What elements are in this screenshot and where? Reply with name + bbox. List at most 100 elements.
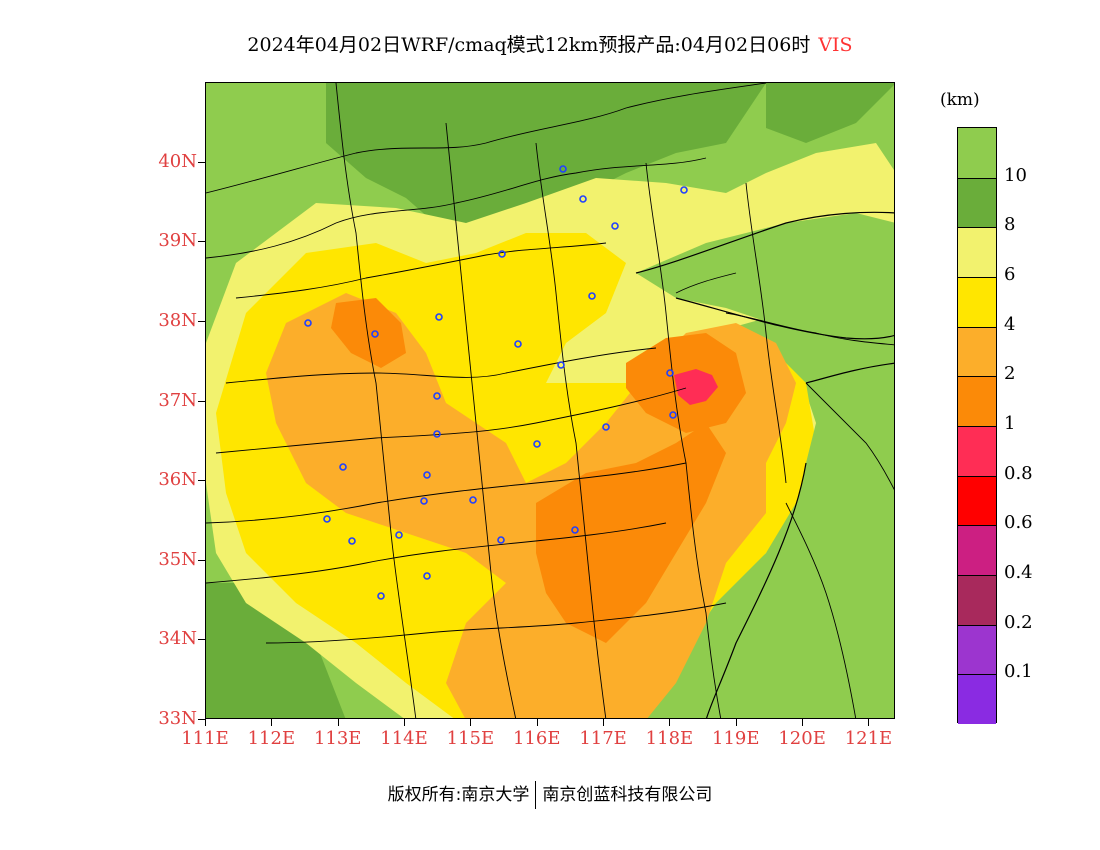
lon-tick <box>868 719 870 726</box>
colorbar-label: 2 <box>1004 363 1016 385</box>
lat-tick <box>198 400 205 402</box>
footer-left: 版权所有:南京大学 <box>387 785 530 805</box>
lon-label-115E: 115E <box>446 728 495 749</box>
colorbar-label: 0.6 <box>1004 512 1033 534</box>
city-station-marker <box>498 250 506 258</box>
field-1-2-w <box>331 298 406 368</box>
city-station-marker <box>433 392 441 400</box>
lat-label-36N: 36N <box>158 469 197 491</box>
lat-tick <box>198 241 205 243</box>
colorbar-label: 1 <box>1004 413 1016 434</box>
title-variable: VIS <box>818 34 853 56</box>
city-station-marker <box>469 496 477 504</box>
colorbar-label: 10 <box>1004 164 1027 186</box>
title-main: 2024年04月02日WRF/cmaq模式12km预报产品:04月02日06时 <box>247 34 811 56</box>
chart-title: 2024年04月02日WRF/cmaq模式12km预报产品:04月02日06时 V… <box>0 30 1100 57</box>
field-8-10-sw <box>206 583 346 718</box>
colorbar-swatch <box>958 674 996 724</box>
colorbar-swatch <box>958 326 996 377</box>
visibility-map <box>205 82 895 719</box>
colorbar-swatch <box>958 177 996 228</box>
lon-tick <box>536 719 538 726</box>
map-canvas <box>206 83 894 718</box>
lon-label-118E: 118E <box>645 728 694 749</box>
sea-bohai <box>636 213 894 338</box>
colorbar-legend <box>957 127 997 724</box>
colorbar-swatch <box>958 624 996 675</box>
lat-tick <box>198 559 205 561</box>
city-station-marker <box>435 313 443 321</box>
city-station-marker <box>588 292 596 300</box>
lon-label-121E: 121E <box>844 728 893 749</box>
city-station-marker <box>571 526 579 534</box>
lat-tick <box>198 639 205 641</box>
lon-tick <box>271 719 273 726</box>
city-station-marker <box>348 537 356 545</box>
lon-tick <box>470 719 472 726</box>
colorbar-swatch <box>958 575 996 625</box>
city-station-marker <box>557 361 565 369</box>
city-station-marker <box>514 340 522 348</box>
footer-right: 南京创蓝科技有限公司 <box>542 785 713 805</box>
colorbar-swatch <box>958 277 996 327</box>
lon-tick <box>205 719 206 726</box>
colorbar-label: 0.8 <box>1004 462 1033 484</box>
lon-label-112E: 112E <box>247 728 296 749</box>
city-station-marker <box>602 423 610 431</box>
lon-label-120E: 120E <box>778 728 826 749</box>
boundary-lines <box>206 83 894 718</box>
city-station-marker <box>420 497 428 505</box>
colorbar-swatch <box>958 426 996 476</box>
colorbar-swatch <box>958 128 996 178</box>
lon-tick <box>337 719 339 726</box>
lat-tick <box>198 719 205 720</box>
city-station-marker <box>559 165 567 173</box>
coastline <box>635 211 894 718</box>
lat-tick <box>198 320 205 322</box>
city-station-marker <box>533 440 541 448</box>
lon-label-114E: 114E <box>380 728 428 749</box>
lat-label-40N: 40N <box>158 150 197 172</box>
city-station-marker <box>371 330 379 338</box>
city-station-marker <box>669 411 677 419</box>
field-8-10-ne <box>766 83 894 143</box>
lon-label-113E: 113E <box>313 728 362 749</box>
city-station-marker <box>339 463 347 471</box>
lon-label-119E: 119E <box>712 728 760 749</box>
lon-tick <box>802 719 804 726</box>
colorbar-swatch <box>958 525 996 575</box>
city-station-marker <box>666 369 674 377</box>
colorbar-swatch <box>958 376 996 426</box>
colorbar-swatch <box>958 475 996 526</box>
colorbar-label: 0.2 <box>1004 611 1033 633</box>
lon-label-111E: 111E <box>181 728 229 749</box>
field-8-10-north <box>326 83 766 258</box>
city-station-marker <box>611 222 619 230</box>
city-station-marker <box>323 515 331 523</box>
sea-yellow <box>706 363 894 718</box>
field-0.8-1 <box>674 369 718 405</box>
lat-tick <box>198 161 205 163</box>
city-station-marker <box>680 186 688 194</box>
lat-tick <box>198 480 205 482</box>
colorbar-label: 4 <box>1004 313 1016 335</box>
lat-label-33N: 33N <box>158 708 197 729</box>
lon-tick <box>603 719 605 726</box>
lon-tick <box>735 719 737 726</box>
lat-label-35N: 35N <box>158 548 197 570</box>
lat-label-34N: 34N <box>158 628 197 650</box>
city-station-marker <box>579 195 587 203</box>
lat-label-39N: 39N <box>158 230 197 252</box>
lon-tick <box>404 719 406 726</box>
city-station-marker <box>433 430 441 438</box>
city-station-marker <box>497 536 505 544</box>
colorbar-label: 0.4 <box>1004 562 1033 583</box>
city-station-marker <box>423 572 431 580</box>
colorbar-label: 8 <box>1004 214 1016 236</box>
lon-label-116E: 116E <box>512 728 561 749</box>
city-station-marker <box>423 471 431 479</box>
city-station-marker <box>377 592 385 600</box>
copyright-footer: 版权所有:南京大学 南京创蓝科技有限公司 <box>0 780 1100 809</box>
city-station-marker <box>395 531 403 539</box>
colorbar-label: 6 <box>1004 264 1016 285</box>
